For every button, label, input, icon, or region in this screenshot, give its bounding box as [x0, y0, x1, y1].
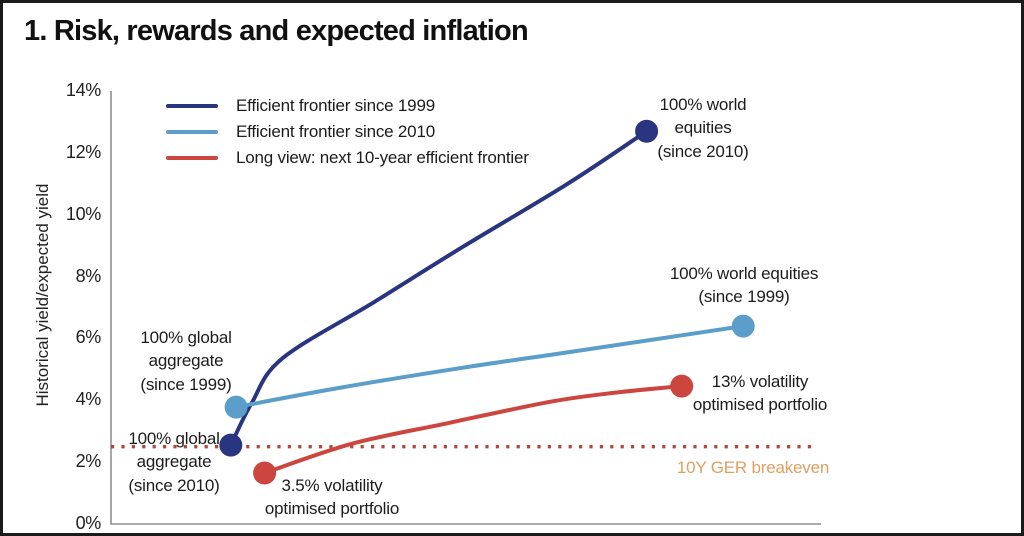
- y-tick-label: 10%: [65, 203, 101, 224]
- chart-title: 1. Risk, rewards and expected inflation: [24, 15, 529, 47]
- annotation-world-equities-1999: 100% world equities (since 1999): [669, 264, 819, 307]
- legend-label: Efficient frontier since 1999: [236, 96, 435, 115]
- legend-item-frontier-2010: Efficient frontier since 2010: [166, 119, 529, 145]
- annotation-volatility-13: 13% volatility optimised portfolio: [692, 372, 828, 415]
- y-tick-label: 6%: [75, 327, 102, 348]
- y-tick-label: 8%: [75, 265, 102, 286]
- data-point-100-global-aggregate-since-2010: [219, 433, 243, 457]
- legend-label: Efficient frontier since 2010: [236, 122, 435, 141]
- series-line-long-view-next-10-year-efficient-frontier: [262, 384, 684, 475]
- legend-item-frontier-1999: Efficient frontier since 1999: [166, 93, 529, 119]
- y-tick-label: 0%: [75, 513, 102, 533]
- legend-item-long-view: Long view: next 10-year efficient fronti…: [166, 145, 529, 171]
- annotation-global-aggregate-1999: 100% global aggregate (since 1999): [140, 328, 232, 394]
- data-point-100-global-aggregate-since-1999: [224, 395, 248, 419]
- series-line-efficient-frontier-since-1999: [228, 129, 649, 448]
- annotation-world-equities-2010: 100% world equities (since 2010): [657, 95, 749, 161]
- annotation-global-aggregate-2010: 100% global aggregate (since 2010): [128, 429, 220, 495]
- legend-line-navy: [166, 104, 218, 108]
- data-point-3-5-volatility-optimised-portfolio: [253, 461, 277, 485]
- legend-label: Long view: next 10-year efficient fronti…: [236, 148, 529, 167]
- annotation-10y-ger-breakeven: 10Y GER breakeven: [676, 458, 830, 477]
- y-tick-label: 2%: [75, 451, 102, 472]
- y-tick-label: 12%: [65, 141, 101, 162]
- y-tick-label: 4%: [75, 389, 102, 410]
- annotation-volatility-3-5: 3.5% volatility optimised portfolio: [264, 476, 400, 519]
- data-point-100-world-equities-since-1999: [731, 314, 755, 338]
- legend-line-red: [166, 156, 218, 160]
- series-line-efficient-frontier-since-2010: [234, 324, 746, 410]
- plot-area: [110, 91, 821, 525]
- axes: [110, 91, 821, 525]
- legend-line-light-blue: [166, 130, 218, 134]
- data-point-13-volatility-optimised-portfolio: [670, 374, 694, 398]
- y-tick-label: 14%: [65, 80, 101, 100]
- data-point-100-world-equities-since-2010: [635, 119, 659, 143]
- chart-legend: Efficient frontier since 1999 Efficient …: [166, 93, 529, 171]
